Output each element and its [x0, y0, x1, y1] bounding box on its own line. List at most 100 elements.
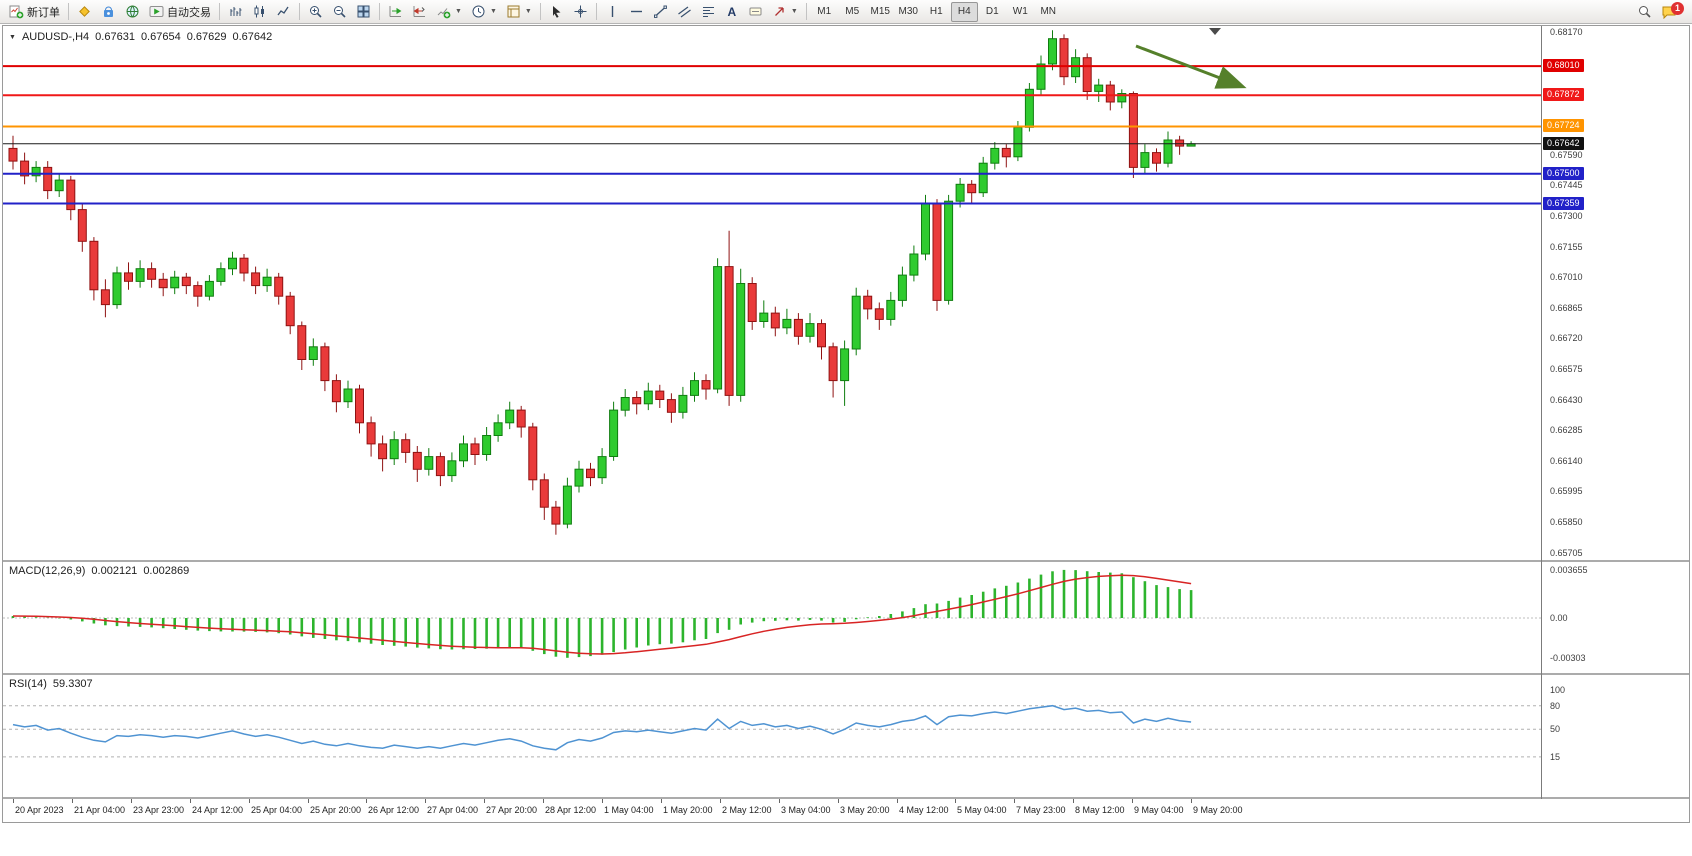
- channel-icon: [677, 4, 692, 19]
- text-label-icon: [748, 4, 763, 19]
- autotrading-button[interactable]: 自动交易: [145, 2, 215, 22]
- text-label-button[interactable]: [744, 2, 767, 22]
- time-tick: [131, 799, 132, 803]
- globe-icon: [125, 4, 140, 19]
- dropdown-caret-icon: ▼: [455, 8, 462, 15]
- time-tick: [543, 799, 544, 803]
- time-label: 3 May 04:00: [781, 805, 831, 815]
- pane-separator[interactable]: [3, 560, 1689, 562]
- arrows-tool-button[interactable]: ▼: [768, 2, 802, 22]
- time-label: 26 Apr 12:00: [368, 805, 420, 815]
- price-tick-label: 0.68170: [1550, 27, 1583, 37]
- indicators-button[interactable]: ▼: [432, 2, 466, 22]
- time-axis[interactable]: 20 Apr 2023 21 Apr 04:00 23 Apr 23:00 24 Ap…: [3, 799, 1689, 822]
- timeframe-m5-button[interactable]: M5: [839, 2, 866, 22]
- periods-button[interactable]: ▼: [467, 2, 501, 22]
- timeframe-m15-button[interactable]: M15: [867, 2, 894, 22]
- rsi-name: RSI(14): [9, 678, 47, 690]
- rsi-axis-label: 80: [1550, 701, 1561, 711]
- hline-price-badge: 0.67724: [1543, 119, 1584, 132]
- text-tool-button[interactable]: A: [721, 2, 743, 22]
- zoom-out-button[interactable]: [328, 2, 351, 22]
- trendline-icon: [653, 4, 668, 19]
- collapse-triangle-icon[interactable]: ▼: [9, 33, 16, 41]
- price-tick-label: 0.66430: [1550, 395, 1583, 405]
- search-button[interactable]: [1633, 2, 1656, 22]
- toolbar-separator: [595, 3, 597, 20]
- chart-title: ▼ AUDUSD-,H4 0.67631 0.67654 0.67629 0.6…: [9, 31, 272, 43]
- time-tick: [955, 799, 956, 803]
- vertical-line-button[interactable]: [601, 2, 624, 22]
- price-tick-label: 0.66720: [1550, 333, 1583, 343]
- price-axis[interactable]: 0.68170 0.67590 0.67445 0.67300 0.67155 0.670…: [1542, 26, 1689, 560]
- templates-button[interactable]: ▼: [502, 2, 536, 22]
- text-tool-icon: A: [727, 4, 737, 19]
- new-order-icon: [9, 4, 24, 19]
- pane-separator[interactable]: [3, 797, 1689, 799]
- notifications-button[interactable]: 1: [1657, 1, 1684, 22]
- time-label: 23 Apr 23:00: [133, 805, 185, 815]
- chart-shift-button[interactable]: [408, 2, 431, 22]
- price-tick-label: 0.66575: [1550, 364, 1583, 374]
- trendline-button[interactable]: [649, 2, 672, 22]
- time-tick: [779, 799, 780, 803]
- macd-main-value: 0.002121: [91, 565, 138, 577]
- bar-chart-button[interactable]: [224, 2, 247, 22]
- time-tick: [425, 799, 426, 803]
- tile-windows-icon: [356, 4, 371, 19]
- fibonacci-icon: [701, 4, 716, 19]
- current-price-badge: 0.67642: [1543, 137, 1584, 150]
- time-tick: [1073, 799, 1074, 803]
- timeframe-m30-button[interactable]: M30: [895, 2, 922, 22]
- rsi-value: 59.3307: [52, 678, 93, 690]
- horizontal-line-button[interactable]: [625, 2, 648, 22]
- time-tick: [661, 799, 662, 803]
- rsi-axis[interactable]: 100 80 50 15: [1542, 675, 1689, 797]
- autotrading-label: 自动交易: [167, 6, 211, 19]
- auto-scroll-button[interactable]: [384, 2, 407, 22]
- metaeditor-icon: [77, 4, 92, 19]
- new-order-button[interactable]: 新订单: [5, 2, 64, 22]
- zoom-in-button[interactable]: [304, 2, 327, 22]
- price-tick-label: 0.66865: [1550, 303, 1583, 313]
- timeframe-m1-button[interactable]: M1: [811, 2, 838, 22]
- cursor-button[interactable]: [545, 2, 568, 22]
- ohlc-open: 0.67631: [95, 31, 135, 43]
- dropdown-caret-icon: ▼: [790, 8, 798, 15]
- macd-axis[interactable]: 0.003655 0.00 -0.00303: [1542, 562, 1689, 673]
- candlestick-chart-button[interactable]: [248, 2, 271, 22]
- macd-name: MACD(12,26,9): [9, 565, 86, 577]
- time-label: 3 May 20:00: [840, 805, 890, 815]
- zoom-in-icon: [308, 4, 323, 19]
- price-tick-label: 0.65850: [1550, 517, 1583, 527]
- metaeditor-button[interactable]: [73, 2, 96, 22]
- channel-button[interactable]: [673, 2, 696, 22]
- line-chart-button[interactable]: [272, 2, 295, 22]
- timeframe-d1-button[interactable]: D1: [979, 2, 1006, 22]
- chart-shift-marker: [1209, 28, 1221, 35]
- timeframe-w1-button[interactable]: W1: [1007, 2, 1034, 22]
- tile-windows-button[interactable]: [352, 2, 375, 22]
- toolbar-separator: [219, 3, 220, 20]
- timeframe-mn-button[interactable]: MN: [1035, 2, 1062, 22]
- rsi-axis-label: 100: [1550, 685, 1566, 695]
- macd-chart-canvas[interactable]: [3, 562, 1541, 673]
- macd-axis-min: -0.00303: [1550, 653, 1586, 663]
- timeframe-h1-button[interactable]: H1: [923, 2, 950, 22]
- macd-signal-value: 0.002869: [143, 565, 190, 577]
- time-tick: [308, 799, 309, 803]
- fibonacci-button[interactable]: [697, 2, 720, 22]
- indicators-icon: [436, 4, 451, 19]
- price-tick-label: 0.67155: [1550, 242, 1583, 252]
- pane-separator[interactable]: [3, 673, 1689, 675]
- market-button[interactable]: [97, 2, 120, 22]
- price-tick-label: 0.67590: [1550, 150, 1583, 160]
- crosshair-button[interactable]: [569, 2, 592, 22]
- community-button[interactable]: [121, 2, 144, 22]
- rsi-axis-label: 15: [1550, 752, 1561, 762]
- price-chart-canvas[interactable]: [3, 26, 1541, 560]
- annotation-arrow: [1135, 44, 1247, 89]
- timeframe-h4-button[interactable]: H4: [950, 1, 978, 22]
- notification-badge: 1: [1671, 1, 1684, 15]
- rsi-chart-canvas[interactable]: [3, 675, 1541, 797]
